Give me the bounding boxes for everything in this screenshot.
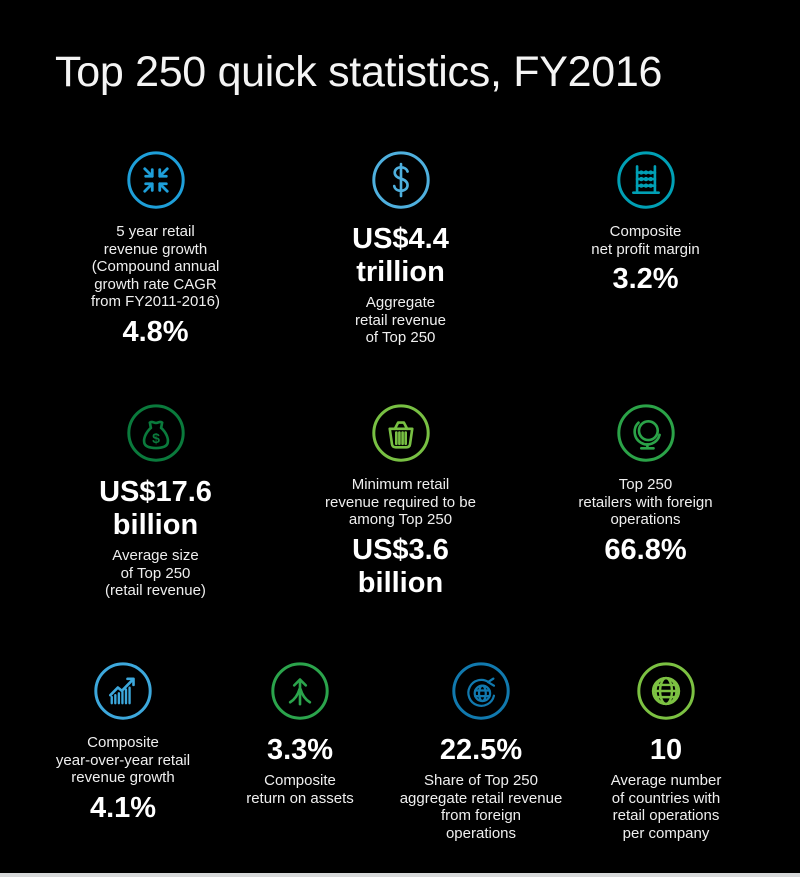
stat-tile-net-profit-margin: Composite net profit margin 3.2% xyxy=(523,150,768,349)
stat-value: US$3.6 billion xyxy=(352,533,449,599)
stat-tile-return-on-assets: 3.3% Composite return on assets xyxy=(214,661,386,842)
svg-text:$: $ xyxy=(152,430,160,446)
stat-label: Aggregate retail revenue of Top 250 xyxy=(355,294,446,346)
shopping-basket-icon xyxy=(371,403,431,463)
wireframe-globe-icon xyxy=(636,661,696,721)
stat-value: 3.3% xyxy=(266,734,334,766)
stat-label: Composite year-over-year retail revenue … xyxy=(55,734,191,786)
stat-label: Composite return on assets xyxy=(246,772,354,807)
stat-tile-foreign-retailers: Top 250 retailers with foreign operation… xyxy=(523,403,768,600)
stats-row-1: 5 year retail revenue growth (Compound a… xyxy=(33,150,768,349)
stat-value: 3.2% xyxy=(612,263,679,295)
stat-label: Average size of Top 250 (retail revenue) xyxy=(105,547,206,599)
stat-tile-5yr-cagr: 5 year retail revenue growth (Compound a… xyxy=(33,150,278,349)
growth-chart-icon xyxy=(93,661,153,721)
stat-tile-aggregate-revenue: US$4.4 trillion Aggregate retail revenue… xyxy=(278,150,523,349)
money-bag-icon: $ xyxy=(126,403,186,463)
stat-label: 5 year retail revenue growth (Compound a… xyxy=(91,223,220,310)
dollar-sign-icon xyxy=(371,150,431,210)
page-title: Top 250 quick statistics, FY2016 xyxy=(55,48,663,96)
stat-tile-countries-per-company: 10 Average number of countries with reta… xyxy=(576,661,756,842)
converge-arrows-icon xyxy=(126,150,186,210)
stat-value: 10 xyxy=(649,734,683,766)
page-edge-strip xyxy=(0,873,800,877)
abacus-icon xyxy=(616,150,676,210)
branch-arrow-icon xyxy=(270,661,330,721)
stat-value: 4.1% xyxy=(89,791,157,824)
stats-row-2: $ US$17.6 billion Average size of Top 25… xyxy=(33,403,768,600)
stat-tile-foreign-revenue-share: 22.5% Share of Top 250 aggregate retail … xyxy=(386,661,576,842)
stat-tile-yoy-growth: Composite year-over-year retail revenue … xyxy=(32,661,214,842)
stat-value: 66.8% xyxy=(604,533,687,566)
stat-tile-minimum-revenue: Minimum retail revenue required to be am… xyxy=(278,403,523,600)
globe-rotation-icon xyxy=(451,661,511,721)
stat-label: Minimum retail revenue required to be am… xyxy=(325,476,476,528)
stat-label: Average number of countries with retail … xyxy=(610,772,722,842)
stat-label: Composite net profit margin xyxy=(591,223,700,258)
stat-label: Top 250 retailers with foreign operation… xyxy=(578,476,713,528)
stat-value: 22.5% xyxy=(439,734,523,766)
stat-tile-average-size: $ US$17.6 billion Average size of Top 25… xyxy=(33,403,278,600)
stat-value: US$4.4 trillion xyxy=(352,223,449,288)
stat-label: Share of Top 250 aggregate retail revenu… xyxy=(399,772,563,842)
desk-globe-icon xyxy=(616,403,676,463)
stat-value: US$17.6 billion xyxy=(99,476,212,541)
stats-row-3: Composite year-over-year retail revenue … xyxy=(32,661,756,842)
stat-value: 4.8% xyxy=(122,315,189,348)
